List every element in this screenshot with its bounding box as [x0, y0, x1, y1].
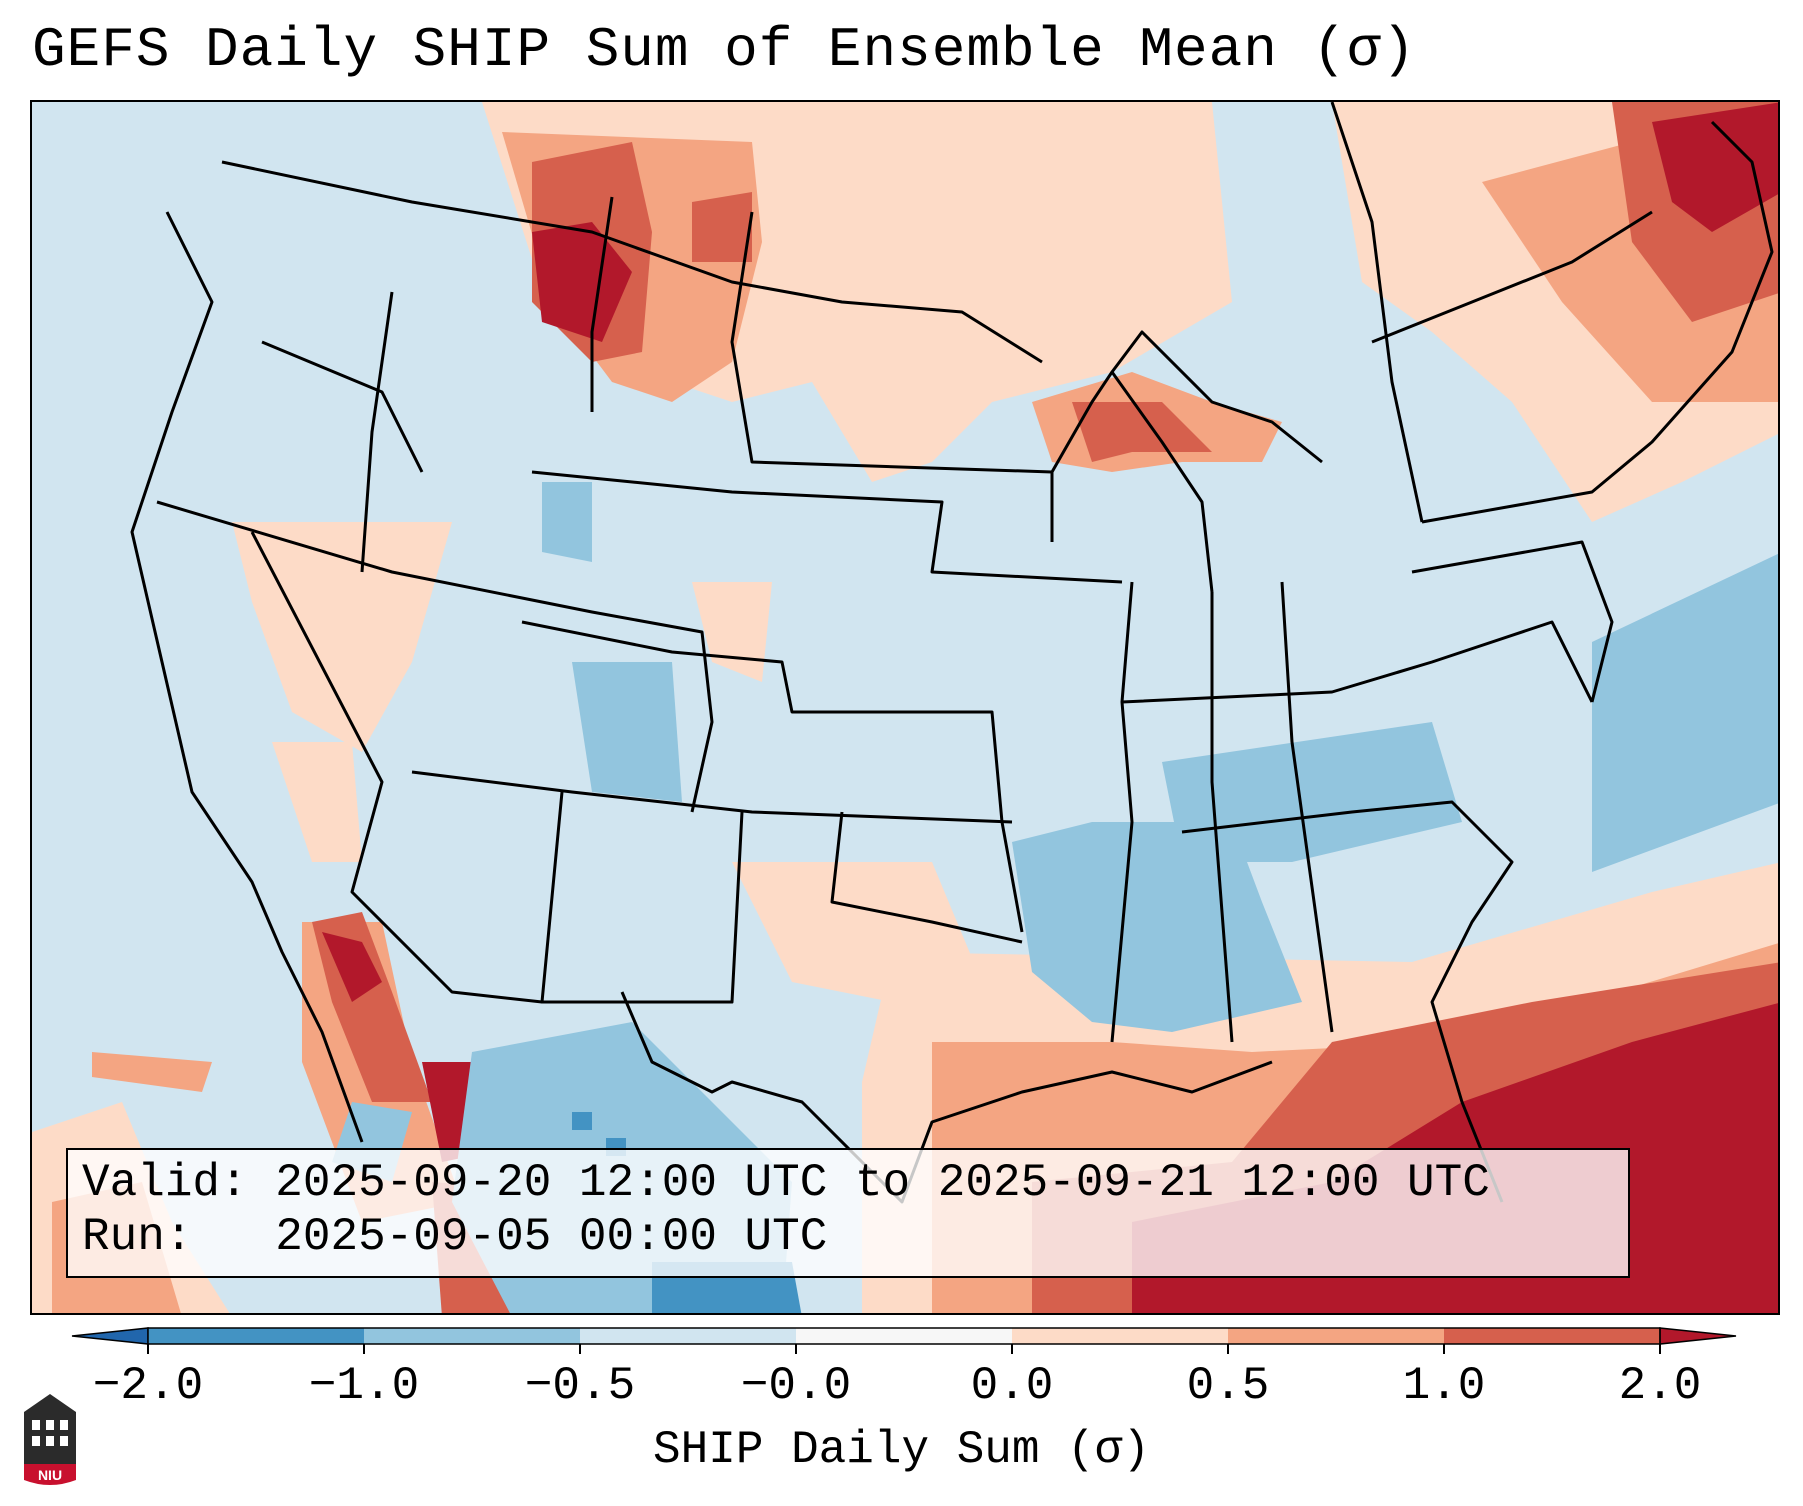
colorbar-bin: [148, 1328, 364, 1344]
colorbar-bin: [580, 1328, 796, 1344]
run-label: Run:: [82, 1211, 193, 1263]
run-value: 2025-09-05 00:00 UTC: [275, 1211, 828, 1263]
shaded-field: [32, 102, 1778, 1313]
colorbar-bin: [796, 1328, 1012, 1344]
colorbar-ticks: [147, 1344, 1661, 1354]
valid-label: Valid:: [82, 1157, 248, 1209]
colorbar-bin: [1012, 1328, 1228, 1344]
colorbar-tick-label: 0.0: [970, 1360, 1054, 1412]
colorbar-tick-label: 2.0: [1618, 1360, 1702, 1412]
colorbar: [71, 1327, 1737, 1354]
logo-text: NIU: [38, 1467, 62, 1483]
colorbar-bin: [1444, 1328, 1660, 1344]
colorbar-extend-low: [71, 1327, 149, 1345]
colorbar-tick-label: −2.0: [92, 1360, 204, 1412]
map-panel: [30, 100, 1780, 1315]
colorbar-tick-label: −0.0: [740, 1360, 852, 1412]
chart-title: GEFS Daily SHIP Sum of Ensemble Mean (σ): [32, 18, 1417, 82]
niu-logo-icon: NIU: [24, 1394, 76, 1485]
valid-run-box: Valid: 2025-09-20 12:00 UTC to 2025-09-2…: [66, 1148, 1630, 1278]
colorbar-tick-label: −0.5: [524, 1360, 636, 1412]
valid-value: 2025-09-20 12:00 UTC to 2025-09-21 12:00…: [275, 1157, 1490, 1209]
colorbar-bin: [364, 1328, 580, 1344]
colorbar-extend-high: [1659, 1327, 1737, 1345]
boundaries: [130, 102, 1774, 1204]
colorbar-tick-label: 1.0: [1402, 1360, 1486, 1412]
colorbar-label: SHIP Daily Sum (σ): [653, 1424, 1150, 1476]
colorbar-tick-label: 0.5: [1186, 1360, 1270, 1412]
colorbar-bin: [1228, 1328, 1444, 1344]
colorbar-tick-label: −1.0: [308, 1360, 420, 1412]
